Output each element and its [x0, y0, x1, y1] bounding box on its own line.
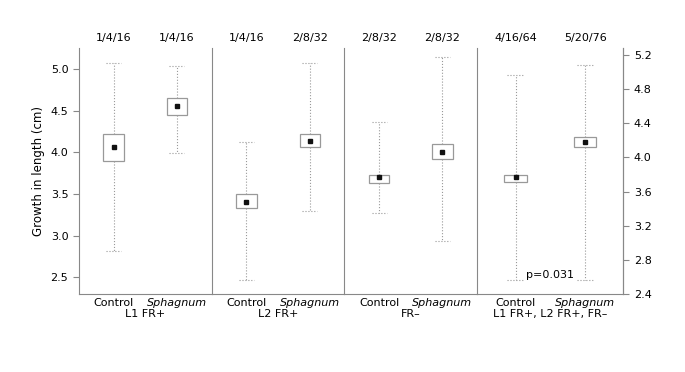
Text: 2/8/32: 2/8/32 — [292, 33, 327, 44]
Y-axis label: Growth in length (cm): Growth in length (cm) — [32, 106, 45, 236]
Text: 1/4/16: 1/4/16 — [96, 33, 132, 44]
X-axis label: L1 FR+, L2 FR+, FR–: L1 FR+, L2 FR+, FR– — [493, 310, 608, 320]
X-axis label: L2 FR+: L2 FR+ — [258, 310, 298, 320]
Bar — [574, 137, 596, 147]
Text: 1/4/16: 1/4/16 — [159, 33, 195, 44]
Text: p=0.031: p=0.031 — [526, 270, 574, 280]
Text: 4/16/64: 4/16/64 — [494, 33, 537, 44]
Bar — [432, 144, 453, 159]
Bar — [103, 134, 124, 161]
Bar — [369, 175, 389, 183]
Bar — [504, 175, 527, 182]
Bar — [166, 98, 187, 115]
X-axis label: FR–: FR– — [401, 310, 421, 320]
X-axis label: L1 FR+: L1 FR+ — [125, 310, 165, 320]
Text: 5/20/76: 5/20/76 — [564, 33, 606, 44]
Text: 2/8/32: 2/8/32 — [425, 33, 460, 44]
Text: 2/8/32: 2/8/32 — [361, 33, 397, 44]
Bar — [236, 194, 256, 208]
Bar — [299, 134, 320, 147]
Text: 1/4/16: 1/4/16 — [229, 33, 264, 44]
